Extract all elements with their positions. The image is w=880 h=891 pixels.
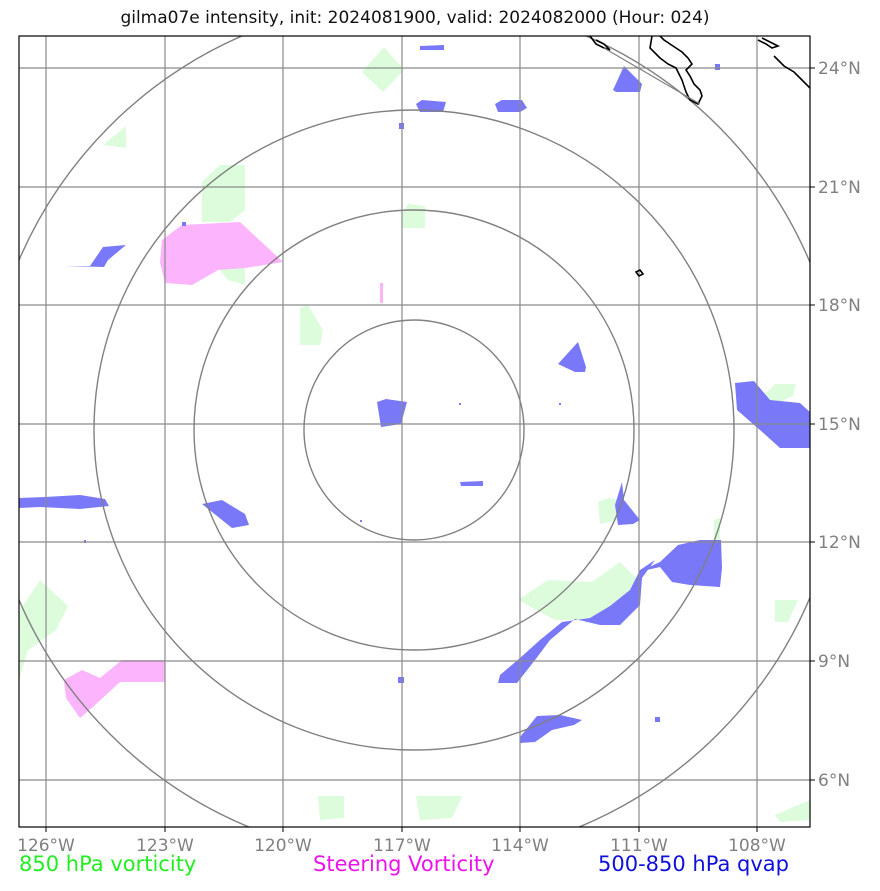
lat-label: 18°N bbox=[818, 296, 861, 316]
lon-label: 126°W bbox=[17, 836, 75, 856]
lat-label: 6°N bbox=[818, 771, 850, 791]
tick-marks bbox=[45, 67, 815, 832]
range-ring-2 bbox=[193, 209, 635, 651]
lon-label: 120°W bbox=[254, 836, 312, 856]
plot-frame bbox=[18, 35, 811, 828]
vorticity-850-field bbox=[19, 47, 810, 822]
map-title: gilma07e intensity, init: 2024081900, va… bbox=[120, 8, 710, 28]
qvap-field bbox=[19, 45, 810, 743]
lat-label: 21°N bbox=[818, 178, 861, 198]
lat-label: 12°N bbox=[818, 533, 861, 553]
lat-label: 15°N bbox=[818, 415, 861, 435]
steering-vorticity-field bbox=[64, 222, 383, 718]
lon-labels: 126°W 123°W 120°W 117°W 114°W 111°W 108°… bbox=[17, 836, 786, 856]
lon-label: 117°W bbox=[373, 836, 431, 856]
coast-connector bbox=[603, 47, 701, 105]
lon-label: 108°W bbox=[728, 836, 786, 856]
lat-label: 9°N bbox=[818, 652, 850, 672]
lon-label: 114°W bbox=[491, 836, 549, 856]
legend-850hpa-vorticity: 850 hPa vorticity bbox=[19, 852, 197, 876]
graticule bbox=[19, 36, 810, 827]
lat-labels: 24°N 21°N 18°N 15°N 12°N 9°N 6°N bbox=[818, 59, 861, 791]
legend-qvap: 500-850 hPa qvap bbox=[598, 852, 789, 876]
range-ring-3 bbox=[93, 109, 735, 751]
lat-label: 24°N bbox=[818, 59, 861, 79]
range-ring-1 bbox=[303, 319, 525, 541]
range-rings bbox=[19, 36, 810, 827]
legend-steering-vorticity: Steering Vorticity bbox=[313, 852, 495, 876]
coastline bbox=[589, 36, 810, 278]
range-ring-4 bbox=[19, 36, 810, 827]
lon-label: 111°W bbox=[610, 836, 668, 856]
lon-label: 123°W bbox=[136, 836, 194, 856]
